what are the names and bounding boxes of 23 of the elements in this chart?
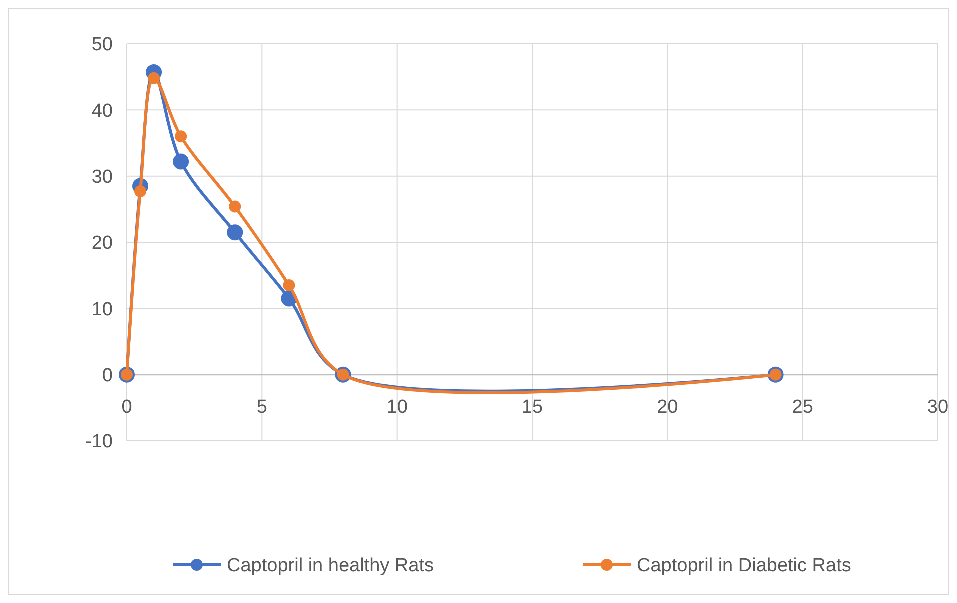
y-tick-label: -10 bbox=[86, 432, 113, 453]
point bbox=[148, 72, 160, 84]
y-tick-label: 20 bbox=[92, 233, 113, 254]
x-tick-label: 0 bbox=[122, 397, 132, 418]
point bbox=[134, 186, 147, 198]
x-tick-label: 30 bbox=[927, 397, 949, 418]
legend-label: Captopril in Diabetic Rats bbox=[637, 556, 852, 577]
x-tick-label: 5 bbox=[256, 397, 268, 418]
y-tick-label: 50 bbox=[92, 34, 113, 56]
y-tick-label: 30 bbox=[92, 166, 113, 188]
y-tick-label: 0 bbox=[102, 365, 113, 386]
point bbox=[283, 280, 296, 292]
y-tick-label: 10 bbox=[92, 299, 113, 320]
point bbox=[175, 130, 188, 143]
y-tick-label: 40 bbox=[92, 100, 113, 122]
x-tick-label: 25 bbox=[792, 397, 814, 418]
legend-label: Captopril in healthy Rats bbox=[227, 556, 434, 577]
point bbox=[229, 200, 242, 213]
x-tick-label: 10 bbox=[386, 397, 408, 418]
point bbox=[227, 224, 244, 241]
x-tick-label: 20 bbox=[657, 397, 678, 418]
x-tick-label: 15 bbox=[522, 397, 544, 418]
point bbox=[173, 154, 190, 170]
